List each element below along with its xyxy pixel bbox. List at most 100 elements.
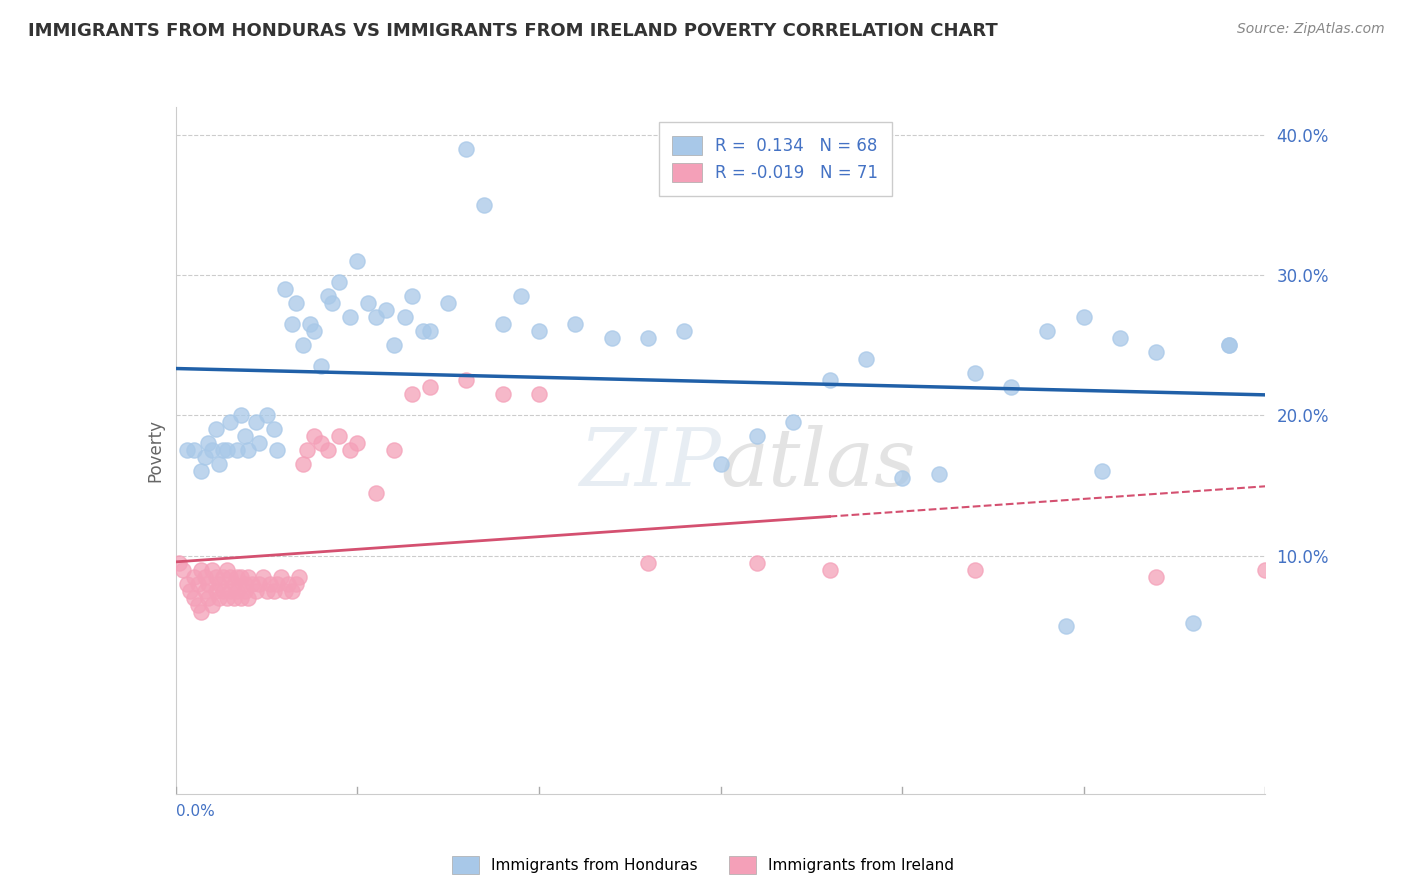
Point — [401, 387, 423, 401]
Point — [233, 576, 256, 591]
Point — [318, 443, 340, 458]
Point — [299, 318, 322, 332]
Point — [204, 422, 226, 436]
Point — [364, 310, 387, 325]
Point — [745, 429, 768, 443]
Point — [339, 310, 361, 325]
Point — [256, 583, 278, 598]
Point — [318, 289, 340, 303]
Point — [346, 436, 368, 450]
Point — [1036, 324, 1059, 338]
Point — [818, 563, 841, 577]
Text: ZIP: ZIP — [579, 425, 721, 503]
Point — [456, 142, 478, 156]
Point — [600, 331, 623, 345]
Point — [190, 605, 212, 619]
Point — [183, 443, 205, 458]
Point — [637, 331, 659, 345]
Point — [266, 443, 288, 458]
Point — [412, 324, 434, 338]
Point — [1109, 331, 1132, 345]
Point — [219, 583, 242, 598]
Point — [212, 583, 235, 598]
Legend: R =  0.134   N = 68, R = -0.019   N = 71: R = 0.134 N = 68, R = -0.019 N = 71 — [658, 122, 891, 195]
Point — [176, 443, 198, 458]
Point — [1000, 380, 1022, 394]
Point — [197, 576, 219, 591]
Point — [1181, 615, 1204, 630]
Point — [401, 289, 423, 303]
Point — [231, 591, 253, 605]
Point — [1218, 338, 1240, 352]
Point — [186, 598, 209, 612]
Point — [190, 563, 212, 577]
Point — [394, 310, 416, 325]
Point — [1054, 618, 1077, 632]
Point — [527, 387, 550, 401]
Point — [219, 569, 242, 583]
Point — [194, 450, 217, 465]
Point — [710, 458, 733, 472]
Point — [233, 583, 256, 598]
Point — [194, 583, 217, 598]
Point — [963, 563, 986, 577]
Point — [222, 591, 245, 605]
Point — [855, 352, 877, 367]
Point — [215, 591, 238, 605]
Point — [1218, 338, 1240, 352]
Point — [309, 436, 332, 450]
Point — [233, 429, 256, 443]
Point — [186, 576, 209, 591]
Point — [208, 576, 231, 591]
Point — [328, 275, 350, 289]
Point — [673, 324, 696, 338]
Point — [284, 296, 307, 310]
Point — [419, 380, 441, 394]
Point — [382, 443, 405, 458]
Point — [364, 485, 387, 500]
Point — [238, 591, 260, 605]
Point — [219, 416, 242, 430]
Point — [281, 583, 304, 598]
Point — [212, 569, 235, 583]
Point — [564, 318, 586, 332]
Point — [375, 303, 398, 318]
Point — [1254, 563, 1277, 577]
Point — [291, 458, 314, 472]
Point — [231, 569, 253, 583]
Point — [492, 318, 515, 332]
Point — [256, 409, 278, 423]
Point — [263, 583, 285, 598]
Point — [1146, 569, 1168, 583]
Point — [226, 569, 249, 583]
Point — [201, 443, 224, 458]
Legend: Immigrants from Honduras, Immigrants from Ireland: Immigrants from Honduras, Immigrants fro… — [446, 850, 960, 880]
Point — [281, 318, 304, 332]
Point — [183, 591, 205, 605]
Point — [172, 563, 194, 577]
Point — [818, 373, 841, 387]
Point — [419, 324, 441, 338]
Point — [215, 563, 238, 577]
Point — [226, 443, 249, 458]
Point — [226, 583, 249, 598]
Point — [266, 576, 288, 591]
Point — [291, 338, 314, 352]
Point — [252, 569, 274, 583]
Point — [190, 465, 212, 479]
Point — [208, 458, 231, 472]
Point — [277, 576, 299, 591]
Point — [492, 387, 515, 401]
Point — [274, 583, 297, 598]
Point — [295, 443, 318, 458]
Point — [231, 409, 253, 423]
Point — [782, 416, 804, 430]
Point — [509, 289, 531, 303]
Point — [339, 443, 361, 458]
Point — [176, 576, 198, 591]
Point — [208, 591, 231, 605]
Point — [745, 556, 768, 570]
Point — [274, 282, 297, 296]
Text: Source: ZipAtlas.com: Source: ZipAtlas.com — [1237, 22, 1385, 37]
Point — [238, 569, 260, 583]
